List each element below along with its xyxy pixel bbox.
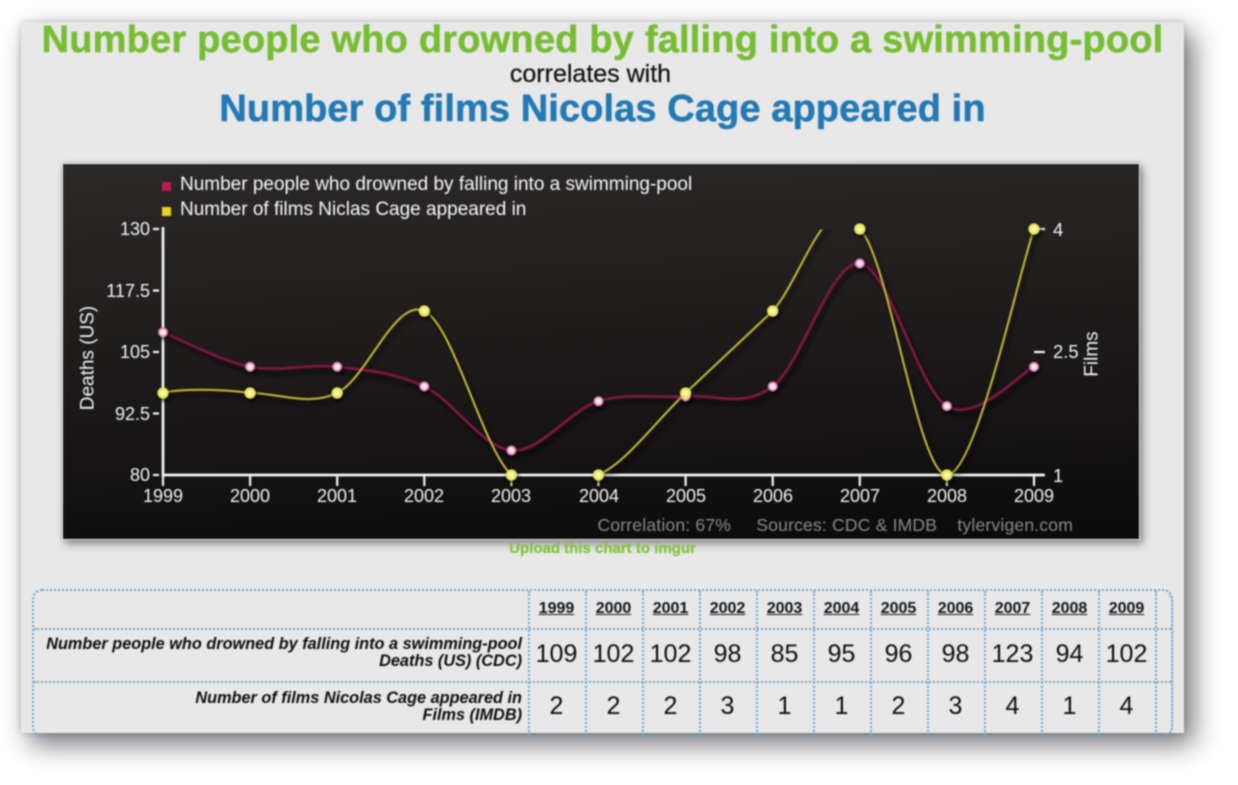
svg-text:Films: Films [1082, 331, 1103, 376]
svg-text:1999: 1999 [143, 486, 183, 506]
svg-text:105: 105 [120, 342, 150, 362]
svg-text:4: 4 [1053, 219, 1063, 240]
svg-text:2006: 2006 [753, 486, 793, 506]
svg-text:Deaths (US): Deaths (US) [78, 306, 99, 411]
svg-text:2009: 2009 [1014, 486, 1054, 506]
svg-text:2004: 2004 [579, 486, 619, 506]
svg-text:2005: 2005 [666, 486, 706, 506]
svg-text:Number of films Niclas Cage ap: Number of films Niclas Cage appeared in [180, 199, 526, 220]
svg-text:130: 130 [120, 219, 150, 239]
svg-text:80: 80 [130, 465, 150, 485]
svg-text:1: 1 [1053, 465, 1063, 486]
svg-text:92.5: 92.5 [115, 404, 150, 424]
svg-text:2002: 2002 [404, 486, 444, 506]
svg-text:2008: 2008 [927, 486, 967, 506]
svg-text:2001: 2001 [317, 486, 357, 506]
svg-text:2.5: 2.5 [1053, 341, 1079, 362]
svg-text:2003: 2003 [491, 486, 531, 506]
svg-text:117.5: 117.5 [106, 281, 150, 301]
svg-text:2000: 2000 [230, 486, 270, 506]
svg-text:2007: 2007 [840, 486, 880, 506]
svg-text:Number people who drowned by f: Number people who drowned by falling int… [180, 174, 692, 195]
svg-text:Correlation: 67% Sources:: Correlation: 67% Sources: CDC & IMDB tyl… [597, 515, 1073, 535]
